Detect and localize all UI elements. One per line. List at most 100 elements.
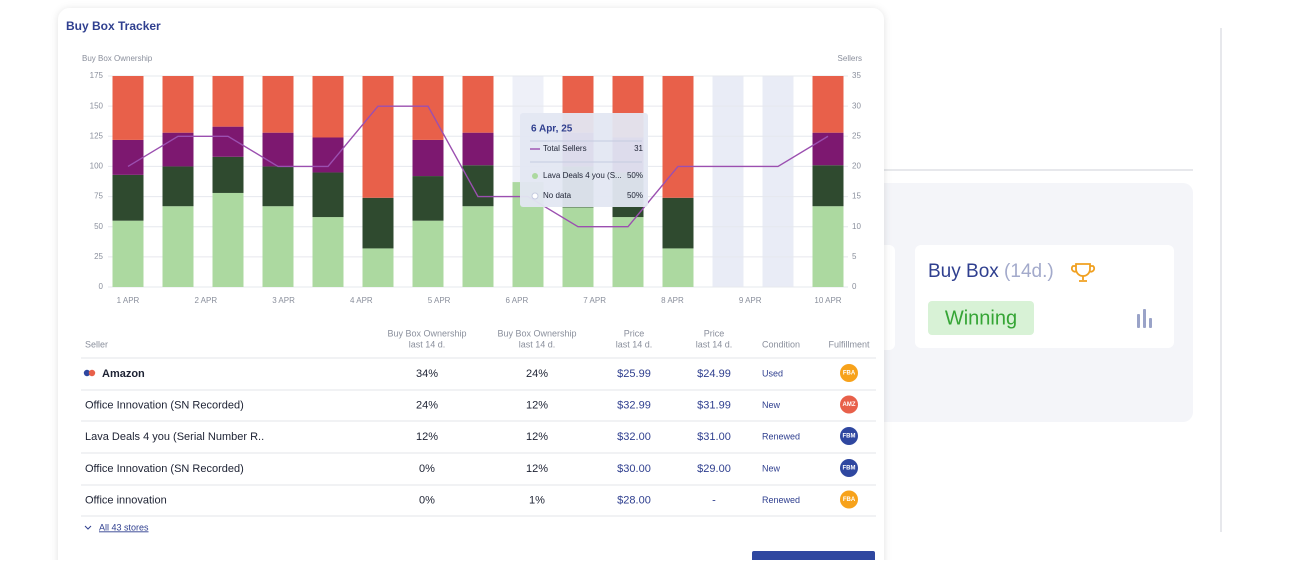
column-header: Condition	[762, 339, 800, 349]
chevron[interactable]	[84, 525, 92, 530]
cell: 24%	[416, 399, 438, 411]
y-tick-label: 75	[94, 192, 103, 201]
price: $31.99	[697, 399, 731, 411]
bar-segment	[112, 174, 144, 221]
chart-icon[interactable]	[1137, 309, 1152, 328]
bar-segment	[312, 172, 344, 218]
tooltip-label: Total Sellers	[543, 144, 587, 153]
button[interactable]	[752, 551, 875, 565]
badge-label: FBA	[843, 371, 856, 377]
bar-segment	[162, 206, 194, 287]
condition: Used	[762, 368, 783, 378]
price: $25.99	[617, 368, 651, 380]
bar-segment	[312, 217, 344, 287]
y2-tick-label: 35	[852, 71, 861, 80]
price: $31.00	[697, 431, 731, 443]
tooltip-title: 6 Apr, 25	[531, 124, 573, 135]
x-tick-label: 10 APR	[814, 296, 841, 305]
bar-segment	[812, 165, 844, 207]
y2-tick-label: 30	[852, 101, 861, 110]
x-tick-label: 4 APR	[350, 296, 373, 305]
x-tick-label: 6 APR	[506, 296, 529, 305]
tooltip-value: 50%	[627, 191, 643, 200]
seller-name: Office innovation	[85, 494, 167, 506]
cell: 12%	[526, 399, 548, 411]
more-link[interactable]: All 43 stores	[99, 522, 149, 532]
tooltip-label: No data	[543, 191, 572, 200]
bar-segment	[362, 197, 394, 249]
bar-segment	[212, 76, 244, 127]
status: Winning	[945, 307, 1017, 329]
column-header: last 14 d.	[616, 339, 653, 349]
bar-segment	[462, 206, 494, 287]
seller-name: Lava Deals 4 you (Serial Number R..	[85, 431, 264, 443]
bar-segment	[662, 197, 694, 249]
status-badge	[928, 301, 1034, 335]
condition: Renewed	[762, 431, 800, 441]
cell: 12%	[416, 431, 438, 443]
x-tick-label: 2 APR	[194, 296, 217, 305]
y-tick-label: 150	[90, 101, 104, 110]
bar-segment	[162, 132, 194, 167]
chart-title: Buy Box Tracker	[66, 19, 161, 33]
bar-segment	[212, 192, 244, 287]
y-tick-label: 50	[94, 222, 103, 231]
bar-segment	[612, 217, 644, 287]
y2-tick-label: 20	[852, 162, 861, 171]
seller-name: Office Innovation (SN Recorded)	[85, 399, 244, 411]
bar-segment	[812, 76, 844, 133]
tooltip: 6 Apr, 25 Total Sellers 31 Lava Deals 4 you…	[520, 113, 648, 207]
seller-name: Amazon	[102, 368, 145, 380]
badge-label: AMZ	[843, 402, 856, 408]
bar-segment	[162, 166, 194, 207]
bar-segment	[112, 139, 144, 175]
price: $32.99	[617, 399, 651, 411]
card-title: Buy Box (14d.)	[928, 261, 1054, 282]
price: $28.00	[617, 494, 651, 506]
cell: 1%	[529, 494, 545, 506]
seller-icon	[88, 369, 96, 377]
cell: 12%	[526, 431, 548, 443]
cell: 0%	[419, 463, 435, 475]
cell: 12%	[526, 463, 548, 475]
bar-segment	[212, 156, 244, 193]
y2-tick-label: 5	[852, 252, 857, 261]
badge	[840, 459, 858, 477]
x-tick-label: 8 APR	[661, 296, 684, 305]
bar-segment	[412, 76, 444, 140]
bar-segment	[162, 76, 194, 133]
badge	[840, 427, 858, 445]
bar-segment	[212, 126, 244, 157]
column-header: last 14 d.	[409, 339, 446, 349]
y-axis-label: Buy Box Ownership	[82, 54, 153, 63]
cell: 34%	[416, 368, 438, 380]
y-tick-label: 0	[99, 282, 104, 291]
y-tick-label: 125	[90, 131, 104, 140]
column-header: last 14 d.	[519, 339, 556, 349]
bar-segment	[662, 76, 694, 198]
x-tick-label: 9 APR	[739, 296, 762, 305]
bar-segment	[112, 220, 144, 287]
tooltip-box	[520, 113, 648, 207]
tooltip-value: 50%	[627, 171, 643, 180]
badge-label: FBA	[843, 497, 856, 503]
bar-segment	[312, 137, 344, 173]
bar-segment	[662, 248, 694, 287]
condition: New	[762, 463, 781, 473]
tooltip-label: Lava Deals 4 you (S...	[543, 171, 622, 180]
badge-label: FBM	[843, 434, 856, 440]
y2-tick-label: 25	[852, 131, 861, 140]
bar-segment	[262, 132, 294, 167]
condition: New	[762, 400, 781, 410]
x-tick-label: 7 APR	[583, 296, 606, 305]
column-header: Seller	[85, 339, 108, 349]
bar-segment	[462, 165, 494, 207]
badge	[840, 490, 858, 509]
price: $24.99	[697, 368, 731, 380]
no-data-band	[712, 76, 744, 287]
bar-segment	[412, 139, 444, 177]
badge	[840, 364, 858, 382]
column-header: Buy Box Ownership	[497, 328, 576, 338]
bar-segment	[412, 176, 444, 221]
